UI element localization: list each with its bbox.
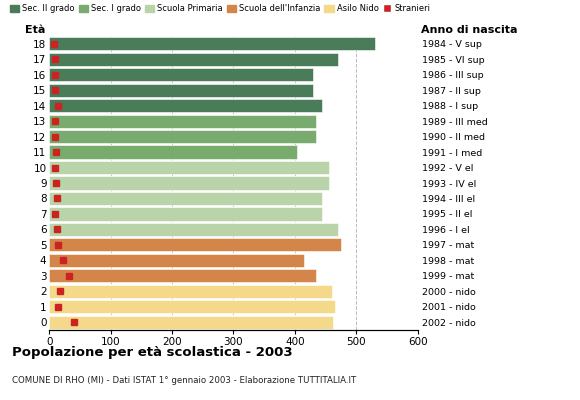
Bar	[49, 114, 316, 128]
Bar	[49, 84, 313, 97]
Bar	[49, 207, 322, 220]
Bar	[49, 146, 297, 159]
Bar	[49, 192, 322, 205]
Text: Anno di nascita: Anno di nascita	[421, 24, 518, 34]
Bar	[49, 68, 313, 81]
Bar	[49, 316, 333, 329]
Bar	[49, 99, 322, 112]
Bar	[49, 130, 316, 143]
Text: Età: Età	[26, 24, 46, 34]
Bar	[49, 285, 332, 298]
Bar	[49, 254, 304, 267]
Bar	[49, 300, 335, 313]
Bar	[49, 223, 338, 236]
Text: Popolazione per età scolastica - 2003: Popolazione per età scolastica - 2003	[12, 346, 292, 359]
Bar	[49, 161, 329, 174]
Bar	[49, 269, 316, 282]
Bar	[49, 238, 341, 252]
Text: COMUNE DI RHO (MI) - Dati ISTAT 1° gennaio 2003 - Elaborazione TUTTITALIA.IT: COMUNE DI RHO (MI) - Dati ISTAT 1° genna…	[12, 376, 356, 385]
Bar	[49, 176, 329, 190]
Legend: Sec. II grado, Sec. I grado, Scuola Primaria, Scuola dell'Infanzia, Asilo Nido, : Sec. II grado, Sec. I grado, Scuola Prim…	[10, 4, 431, 13]
Bar	[49, 37, 375, 50]
Bar	[49, 53, 338, 66]
